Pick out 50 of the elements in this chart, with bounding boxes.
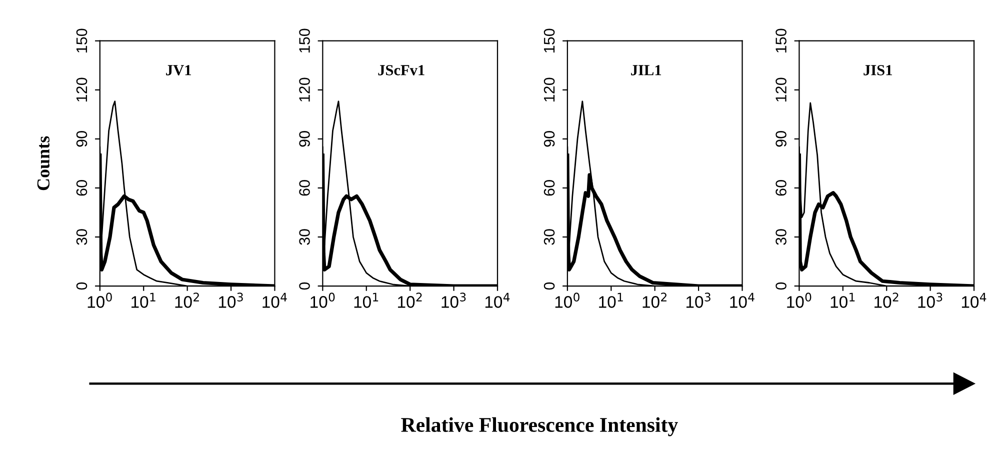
y-tick-label: 90 xyxy=(76,131,88,147)
y-tick-label: 150 xyxy=(776,28,786,52)
x-tick-label: 10$^{1}$ xyxy=(599,292,623,308)
y-tick-label: 150 xyxy=(299,28,310,52)
x-tick-label: 10$^{3}$ xyxy=(442,292,466,308)
y-tick-label: 30 xyxy=(299,229,310,245)
y-tick-label: 30 xyxy=(776,229,786,245)
x-tick-label: 10$^{2}$ xyxy=(398,292,422,308)
x-tick-label: 10$^{3}$ xyxy=(918,292,942,308)
y-tick-label: 120 xyxy=(299,78,310,102)
x-tick-label: 10$^{4}$ xyxy=(262,292,287,308)
x-tick-label: 10$^{0}$ xyxy=(88,292,112,308)
x-tick-label: 10$^{2}$ xyxy=(642,292,666,308)
annotation: JV1 xyxy=(166,65,191,76)
y-tick-label: 120 xyxy=(544,78,555,102)
x-tick-label: 10$^{1}$ xyxy=(830,292,855,308)
x-tick-label: 10$^{0}$ xyxy=(310,292,335,308)
y-tick-label: 90 xyxy=(299,131,310,147)
y-tick-label: 90 xyxy=(544,131,555,147)
y-tick-label: 60 xyxy=(544,180,555,196)
x-axis-title: Relative Fluorescence Intensity xyxy=(401,417,678,436)
y-axis-title: Counts xyxy=(37,136,50,190)
y-tick-label: 0 xyxy=(299,282,310,290)
annotation: JIL1 xyxy=(631,65,662,76)
x-tick-label: 10$^{4}$ xyxy=(962,292,986,308)
x-tick-label: 10$^{3}$ xyxy=(218,292,243,308)
x-tick-label: 10$^{4}$ xyxy=(730,292,754,308)
y-tick-label: 90 xyxy=(776,131,786,147)
x-tick-label: 10$^{4}$ xyxy=(485,292,510,308)
annotation: JIS1 xyxy=(864,65,892,76)
y-tick-label: 60 xyxy=(299,180,310,196)
y-tick-label: 30 xyxy=(76,229,88,245)
y-tick-label: 60 xyxy=(76,180,88,196)
x-tick-label: 10$^{0}$ xyxy=(787,292,812,308)
x-tick-label: 10$^{0}$ xyxy=(555,292,580,308)
y-tick-label: 0 xyxy=(76,282,88,290)
y-tick-label: 150 xyxy=(544,28,555,52)
x-tick-label: 10$^{2}$ xyxy=(874,292,898,308)
x-tick-label: 10$^{2}$ xyxy=(175,292,199,308)
y-tick-label: 0 xyxy=(776,282,786,290)
y-tick-label: 60 xyxy=(776,180,786,196)
x-tick-label: 10$^{1}$ xyxy=(132,292,156,308)
y-tick-label: 120 xyxy=(776,78,786,102)
x-tick-label: 10$^{3}$ xyxy=(686,292,710,308)
y-tick-label: 150 xyxy=(76,28,88,52)
y-tick-label: 0 xyxy=(544,282,555,290)
y-tick-label: 30 xyxy=(544,229,555,245)
y-tick-label: 120 xyxy=(76,78,88,102)
x-tick-label: 10$^{1}$ xyxy=(354,292,378,308)
annotation: JScFv1 xyxy=(378,65,424,76)
